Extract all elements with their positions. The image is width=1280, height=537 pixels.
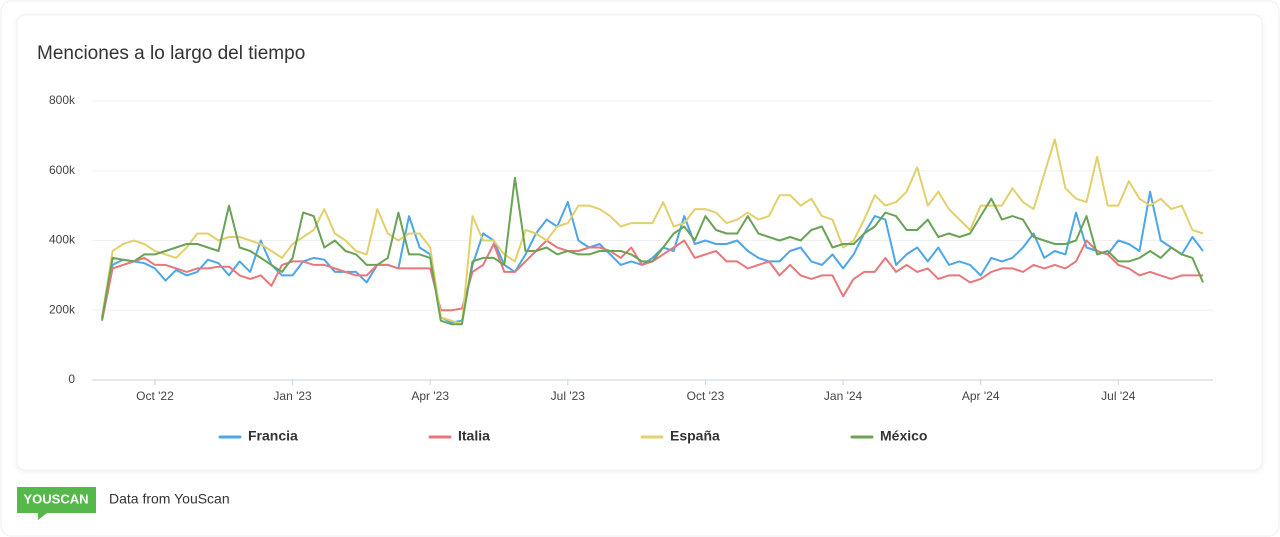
x-tick-label: Apr '23 (411, 389, 449, 403)
card (16, 14, 1263, 471)
x-tick-label: Jul '23 (551, 389, 586, 403)
legend-label: España (670, 428, 720, 444)
footer-text: Data from YouScan (109, 491, 230, 507)
x-tick-label: Jan '23 (273, 389, 312, 403)
series-line (101, 176, 1204, 326)
x-tick-label: Jan '24 (824, 389, 863, 403)
logo-text: YOUSCAN (23, 491, 88, 506)
x-tick-label: Jul '24 (1101, 389, 1136, 403)
legend-label: México (880, 428, 927, 444)
legend-label: Francia (248, 428, 298, 444)
series-line (101, 190, 1204, 324)
logo-badge (17, 487, 96, 520)
series-line (101, 138, 1204, 326)
legend: Francia Italia España México (218, 428, 927, 444)
legend-label: Italia (458, 428, 490, 444)
y-tick-label: 0 (68, 372, 75, 386)
y-tick-label: 200k (49, 302, 76, 316)
plot: 0 200k 400k 600k 800k Oct '22 Jan '23 Apr '23 Ju… (49, 93, 1213, 403)
y-tick-label: 800k (49, 93, 76, 107)
chart-title: Menciones a lo largo del tiempo (37, 43, 305, 64)
x-tick-label: Oct '22 (136, 389, 174, 403)
x-tick-label: Oct '23 (687, 389, 725, 403)
y-tick-label: 600k (49, 163, 76, 177)
y-tick-label: 400k (49, 233, 76, 247)
x-tick-label: Apr '24 (962, 389, 1000, 403)
